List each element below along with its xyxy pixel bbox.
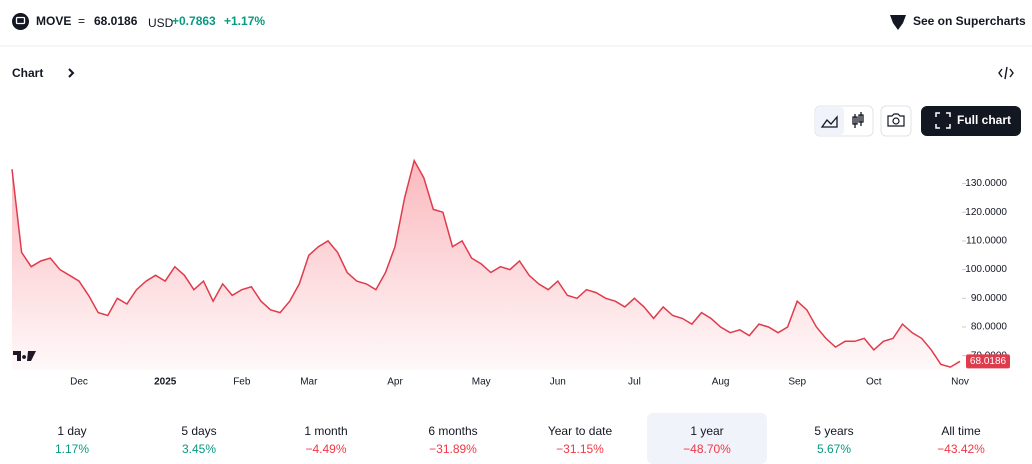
period-change: −43.42%: [937, 442, 985, 456]
area-icon: [820, 115, 838, 128]
x-tick-label: Mar: [300, 377, 318, 388]
period-change: 1.17%: [55, 442, 89, 456]
camera-lens: [892, 117, 900, 125]
x-tick-label: May: [472, 377, 491, 388]
period-label[interactable]: 1 month: [304, 424, 347, 438]
y-tick-label: 80.0000: [971, 322, 1008, 333]
period-label[interactable]: 1 day: [57, 424, 86, 438]
period-change: 3.45%: [182, 442, 216, 456]
price-line: [11, 158, 961, 368]
last-price-tag: [966, 354, 1010, 369]
camera-icon: [887, 113, 905, 127]
area-button[interactable]: [816, 107, 844, 135]
x-tick-label: Feb: [233, 377, 251, 388]
y-tick-label: 90.0000: [971, 293, 1008, 304]
symbol: MOVE: [36, 14, 71, 28]
separator: =: [78, 14, 85, 28]
full-chart-label: Full chart: [957, 113, 1011, 127]
expand-icon: [935, 112, 951, 129]
period-label[interactable]: 1 year: [690, 424, 723, 438]
x-tick-label: Oct: [866, 377, 882, 388]
area-fill: [12, 160, 960, 370]
x-tick-label: Jul: [628, 377, 641, 388]
selected-period-bg: [647, 413, 767, 464]
period-change: −31.15%: [556, 442, 604, 456]
candle-button[interactable]: [852, 112, 864, 128]
snapshot-button[interactable]: [880, 105, 912, 137]
chevron: [68, 68, 75, 78]
period-change: 5.67%: [817, 442, 851, 456]
x-tick-label: Aug: [712, 377, 730, 388]
x-tick-label: Apr: [387, 377, 403, 388]
x-tick-label: Dec: [70, 377, 88, 388]
x-tick-label: Jun: [550, 377, 566, 388]
symbol-logo: [12, 13, 29, 30]
currency: USD: [148, 16, 174, 30]
y-tick-label: 100.0000: [965, 264, 1007, 275]
period-label[interactable]: All time: [941, 424, 981, 438]
period-label[interactable]: 5 years: [814, 424, 853, 438]
embed-icon[interactable]: [998, 66, 1014, 80]
period-label[interactable]: 5 days: [181, 424, 216, 438]
section-title[interactable]: Chart: [12, 66, 43, 80]
supercharts-link[interactable]: See on Supercharts: [913, 14, 1026, 28]
x-tick-label: Sep: [788, 377, 806, 388]
period-change: −48.70%: [683, 442, 731, 456]
period-bar: 1 day 1.17% 5 days 3.45% 1 month −4.49% 6 mont…: [55, 413, 985, 464]
period-change: −4.49%: [305, 442, 346, 456]
price: 68.0186: [94, 14, 138, 28]
x-tick-label: 2025: [154, 377, 177, 388]
supercharts-icon: [890, 15, 906, 30]
logo-glyph: [15, 16, 26, 25]
y-tick-label: 120.0000: [965, 207, 1007, 218]
period-change: −31.89%: [429, 442, 477, 456]
period-label[interactable]: Year to date: [548, 424, 613, 438]
last-price-label: 68.0186: [970, 356, 1007, 367]
y-tick-label: 130.0000: [965, 178, 1007, 189]
change: +0.7863: [172, 14, 216, 28]
plot: 70.000080.000090.0000100.0000110.0000120…: [11, 158, 1010, 388]
period-label[interactable]: 6 months: [428, 424, 477, 438]
change-percent: +1.17%: [224, 14, 265, 28]
y-tick-label: 110.0000: [966, 236, 1007, 247]
x-tick-label: Nov: [951, 377, 969, 388]
